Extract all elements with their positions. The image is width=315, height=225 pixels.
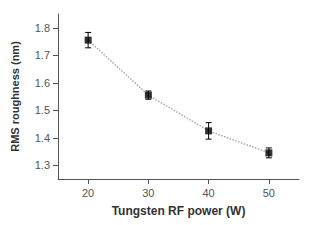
svg-text:40: 40 bbox=[203, 187, 215, 199]
svg-text:1.6: 1.6 bbox=[35, 77, 50, 89]
svg-text:Tungsten RF power (W): Tungsten RF power (W) bbox=[112, 204, 246, 218]
svg-text:RMS roughness (nm): RMS roughness (nm) bbox=[9, 41, 21, 152]
svg-text:20: 20 bbox=[82, 187, 94, 199]
svg-text:1.8: 1.8 bbox=[35, 22, 50, 34]
svg-text:30: 30 bbox=[142, 187, 154, 199]
svg-text:1.4: 1.4 bbox=[35, 132, 50, 144]
svg-text:1.3: 1.3 bbox=[35, 159, 50, 171]
svg-text:1.5: 1.5 bbox=[35, 104, 50, 116]
svg-text:1.7: 1.7 bbox=[35, 49, 50, 61]
svg-text:50: 50 bbox=[263, 187, 275, 199]
